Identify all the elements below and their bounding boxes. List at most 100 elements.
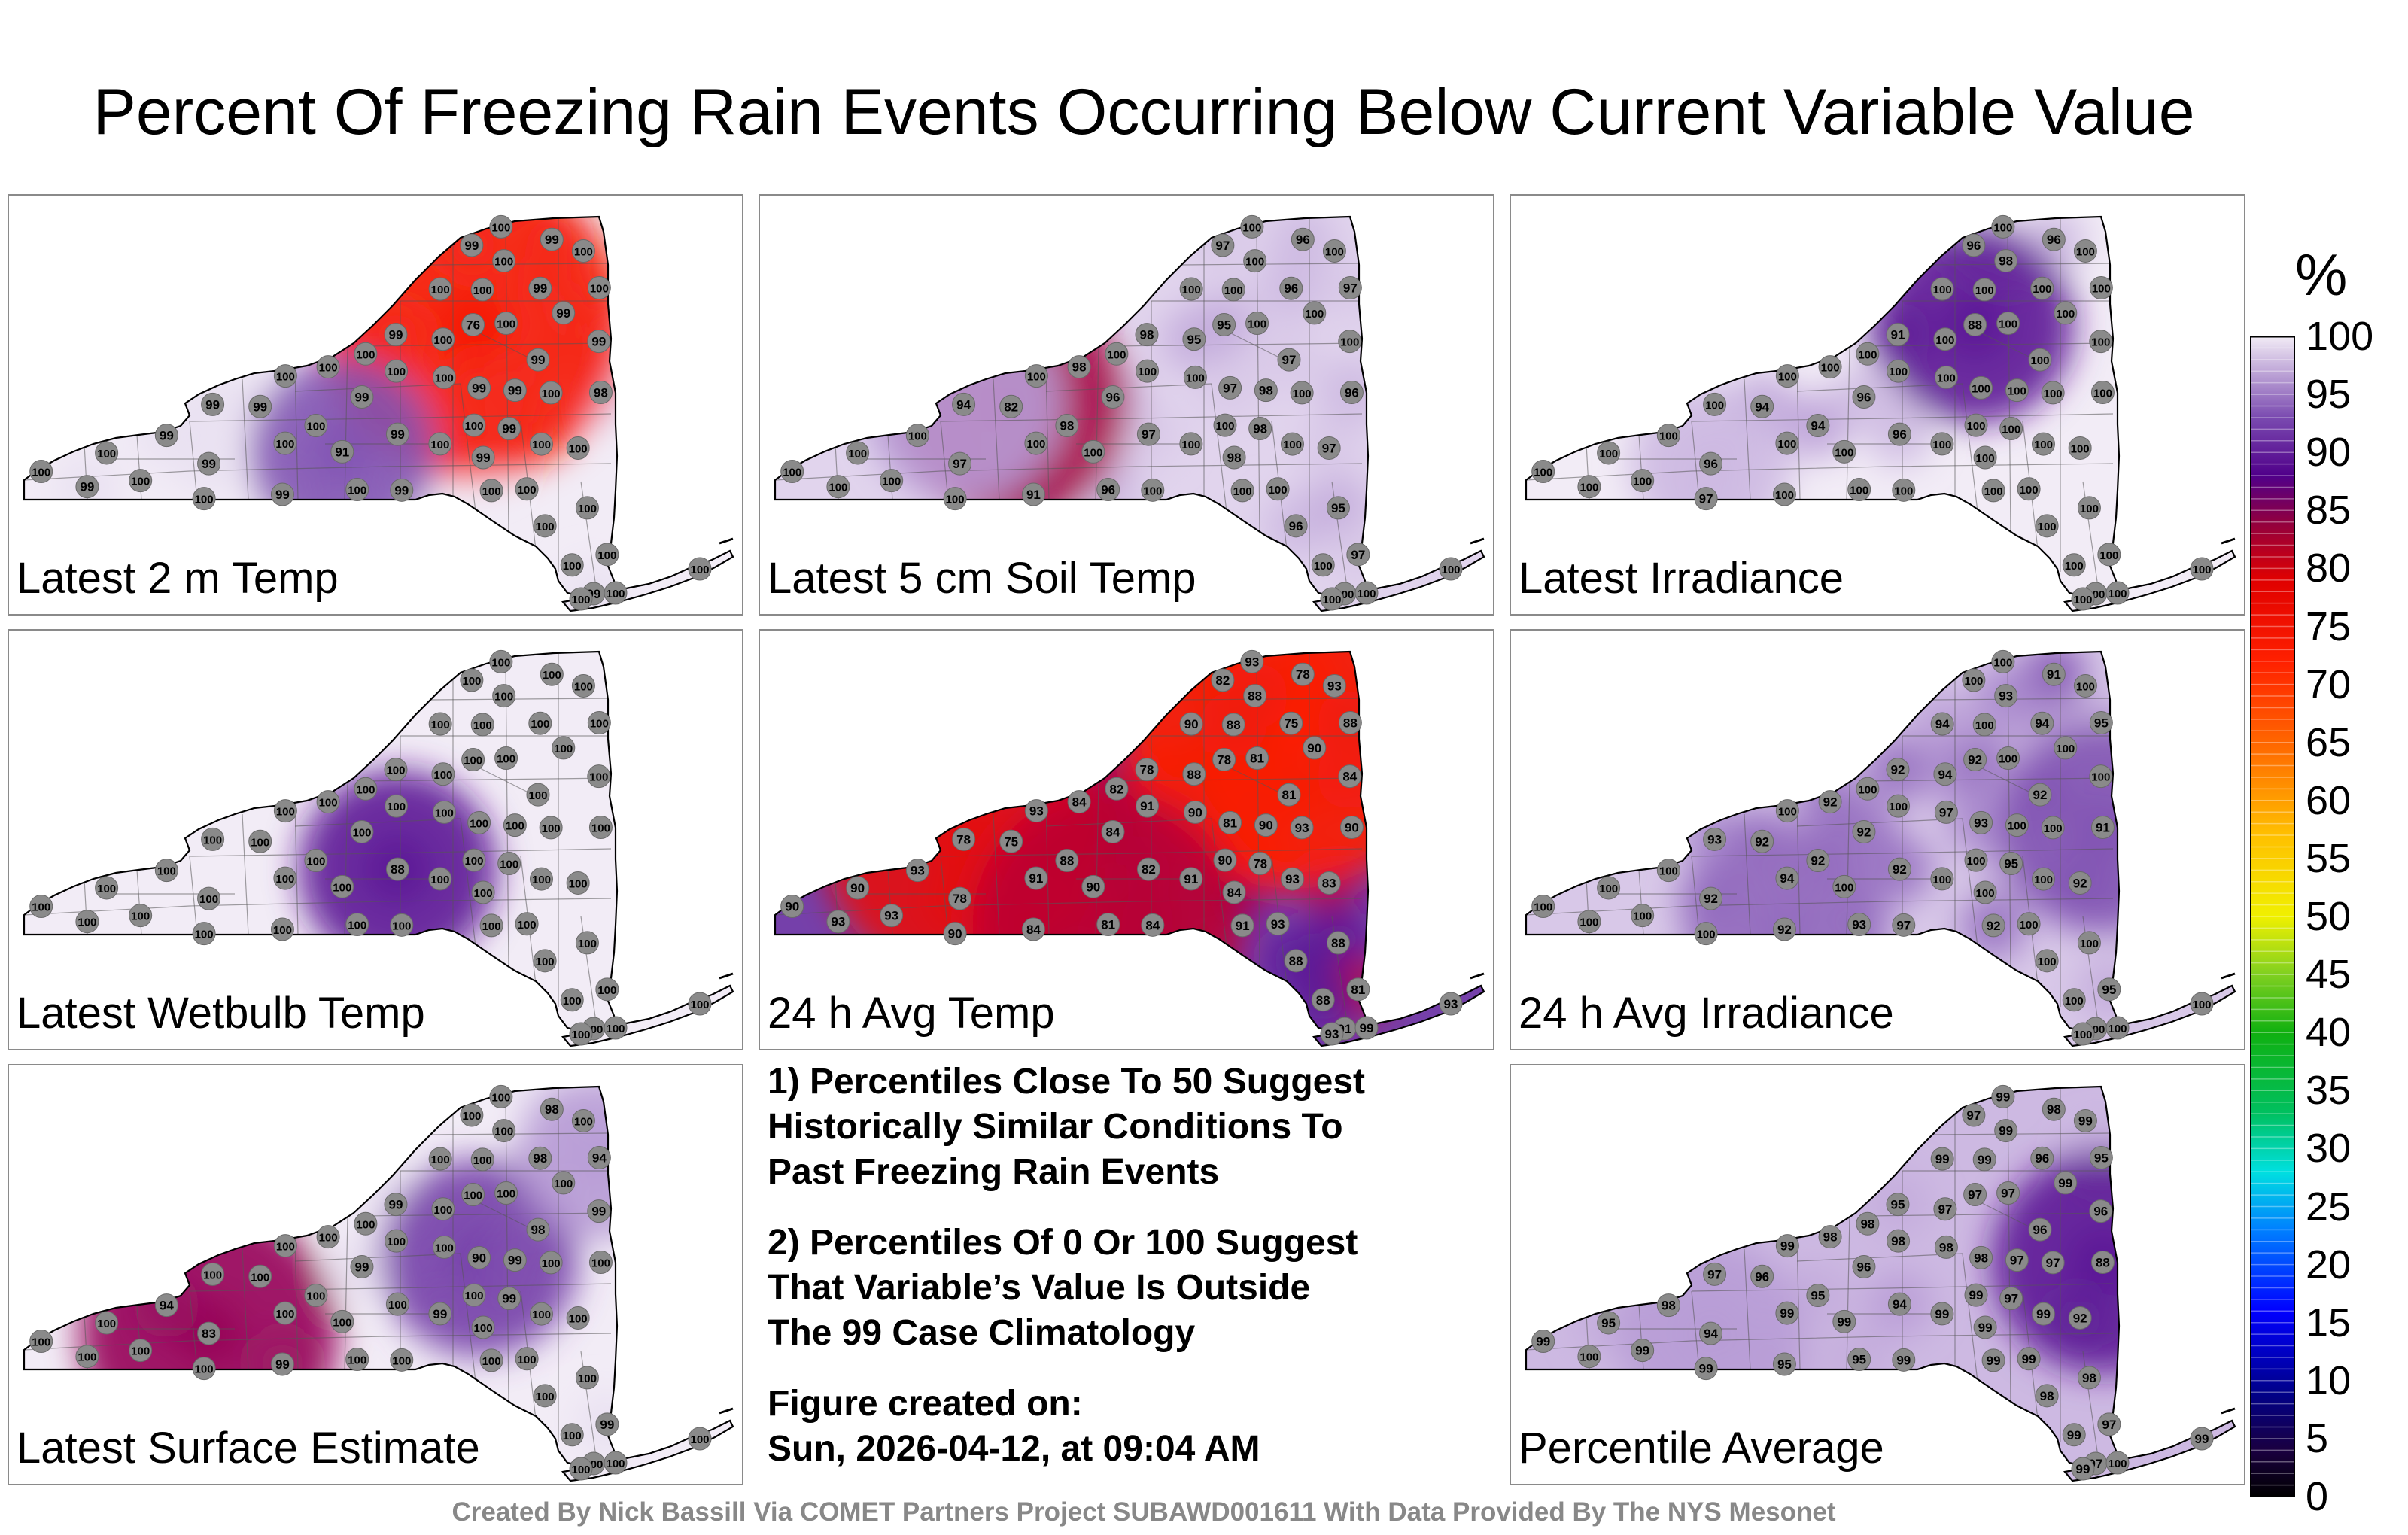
station-marker: 100 (503, 813, 527, 837)
station-marker: 100 (2073, 239, 2097, 263)
station-value: 78 (956, 832, 971, 847)
station-marker: 100 (471, 880, 495, 904)
station-marker: 90 (1339, 816, 1364, 840)
station-value: 100 (1242, 221, 1261, 234)
station-marker: 100 (1832, 439, 1856, 464)
station-value: 83 (202, 1327, 216, 1341)
state-outline (23, 215, 619, 599)
station-marker: 91 (1230, 913, 1254, 938)
station-marker: 100 (354, 1211, 378, 1236)
station-marker: 100 (489, 649, 513, 673)
station-value: 99 (354, 1260, 369, 1275)
station-marker: 100 (479, 913, 503, 938)
station-value: 100 (2108, 1457, 2127, 1470)
station-marker: 100 (1322, 239, 1346, 263)
station-marker: 100 (201, 1262, 225, 1286)
station-value: 99 (2067, 1428, 2081, 1442)
colorbar-tick-label: 45 (2306, 952, 2352, 998)
station-value: 100 (1932, 874, 1951, 886)
station-value: 100 (435, 372, 454, 385)
station-value: 100 (1835, 881, 1853, 894)
station-value: 100 (1182, 284, 1201, 296)
station-value: 93 (1999, 689, 2013, 704)
station-marker: 100 (1972, 278, 1996, 302)
station-value: 100 (352, 827, 371, 840)
station-marker: 98 (588, 381, 613, 405)
station-marker: 100 (29, 1330, 53, 1354)
station-value: 97 (1223, 381, 1237, 395)
station-value: 99 (591, 1205, 606, 1219)
station-marker: 100 (248, 829, 272, 853)
station-marker: 99 (1964, 1283, 1988, 1307)
station-marker: 100 (2054, 736, 2078, 760)
station-marker: 100 (905, 424, 929, 448)
station-marker: 93 (1290, 816, 1314, 840)
station-marker: 100 (533, 1384, 557, 1408)
station-marker: 100 (428, 1147, 452, 1171)
station-value: 100 (430, 874, 449, 886)
station-value: 90 (785, 900, 799, 914)
station-marker: 100 (494, 311, 518, 335)
station-marker: 90 (780, 895, 804, 919)
station-marker: 100 (1991, 649, 2015, 673)
station-marker: 90 (1303, 736, 1327, 760)
station-value: 100 (1107, 348, 1126, 361)
station-value: 100 (606, 588, 625, 600)
station-marker: 100 (1656, 859, 1680, 883)
station-marker: 84 (1222, 880, 1246, 904)
station-marker: 100 (1656, 424, 1680, 448)
station-marker: 98 (2042, 1097, 2066, 1121)
map-panel-6: 100 100 93 94 95 93 92 94 95 92 92 92 91 92 92 92 92 91 92… (1510, 629, 2245, 1050)
station-value: 100 (536, 956, 555, 968)
station-marker: 100 (587, 276, 611, 300)
station-marker: 92 (1887, 857, 1911, 881)
map-panel-2: 96 95 96 95 97 94 91 96 97 97 97 97 96 98 97 82 95 96 98 96… (759, 194, 1494, 616)
station-value: 100 (473, 284, 492, 297)
station-value: 100 (542, 388, 561, 400)
station-marker: 100 (1531, 895, 1555, 919)
station-value: 100 (1975, 719, 1994, 732)
station-marker: 100 (566, 436, 590, 460)
station-value: 94 (1935, 717, 1950, 731)
station-value: 91 (1026, 488, 1041, 502)
station-value: 100 (2044, 388, 2063, 400)
station-value: 88 (1060, 854, 1074, 868)
station-value: 100 (195, 494, 214, 506)
station-value: 100 (1248, 318, 1266, 330)
station-marker: 97 (1999, 1286, 2023, 1310)
station-value: 100 (1937, 372, 1956, 385)
station-marker: 100 (1930, 867, 1954, 891)
station-marker: 100 (2071, 587, 2095, 611)
station-value: 100 (491, 1091, 510, 1104)
station-marker: 97 (1694, 487, 1718, 511)
station-value: 90 (1307, 741, 1321, 755)
station-marker: 100 (529, 867, 553, 891)
station-value: 100 (578, 1372, 597, 1385)
ny-state-map: 100 100 100 100 100 99 99 99 100 99 99 100 98 99 99 99 7… (23, 214, 734, 612)
station-value: 100 (1633, 910, 1652, 923)
station-value: 100 (571, 594, 590, 606)
station-value: 98 (1060, 419, 1074, 433)
station-marker: 92 (1981, 913, 2005, 938)
note-2-line-2: That Variable’s Value Is Outside (768, 1268, 1311, 1308)
station-value: 100 (1325, 245, 1344, 258)
figure-title: Percent Of Freezing Rain Events Occurrin… (93, 76, 2195, 148)
colorbar-tick-label: 80 (2306, 546, 2352, 591)
station-value: 100 (574, 245, 593, 258)
station-marker: 99 (1775, 1301, 1799, 1325)
station-value: 98 (1227, 451, 1242, 465)
station-marker: 100 (1577, 910, 1601, 934)
station-value: 97 (1322, 441, 1336, 455)
station-marker: 96 (1096, 478, 1120, 502)
station-marker: 100 (479, 479, 503, 503)
station-value: 78 (1217, 753, 1231, 768)
station-value: 82 (1109, 782, 1123, 796)
station-value: 98 (594, 386, 608, 400)
station-marker: 100 (1597, 876, 1621, 900)
station-value: 100 (563, 560, 582, 573)
station-marker: 100 (129, 904, 153, 928)
station-value: 98 (1140, 328, 1154, 342)
station-marker: 98 (1055, 414, 1079, 438)
station-value: 100 (1340, 336, 1359, 349)
station-value: 95 (1601, 1316, 1616, 1330)
